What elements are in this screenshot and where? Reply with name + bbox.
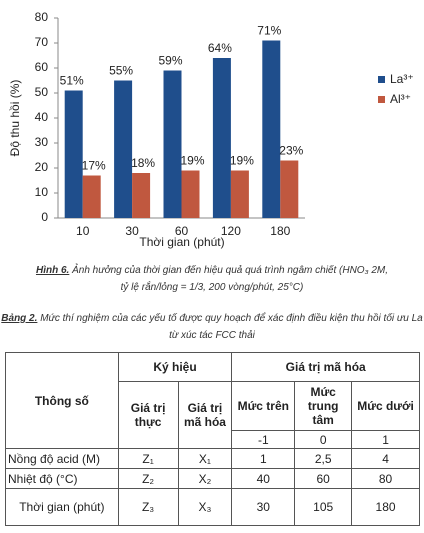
- parameter-cell: Nhiệt độ (°C): [5, 468, 119, 489]
- header-cell: Ký hiệu: [117, 352, 233, 382]
- parameter-cell: Nồng độ acid (M): [5, 448, 119, 469]
- table-row: Nhiệt độ (°C) Z₂ X₂ 40 60 80: [5, 468, 420, 489]
- caption-line: từ xúc tác FCC thải: [169, 330, 255, 341]
- value-cell: Z₁: [117, 448, 179, 469]
- x-tick-label: 30: [125, 224, 139, 238]
- bar: [163, 70, 182, 218]
- value-label: 23%: [279, 144, 303, 158]
- value-cell: 30: [231, 488, 296, 526]
- y-tick-label: 50: [35, 85, 49, 99]
- y-tick-label: 70: [35, 35, 49, 49]
- y-tick-label: 0: [41, 210, 48, 224]
- value-label: 19%: [180, 154, 204, 168]
- caption-line: tỷ lệ rắn/lỏng = 1/3, 200 vòng/phút, 25°…: [120, 282, 304, 293]
- caption-label: Hình 6.: [35, 265, 70, 276]
- x-axis-title: Thời gian (phút): [139, 235, 224, 249]
- y-tick-label: 60: [35, 60, 49, 74]
- value-cell: Z₃: [117, 488, 179, 526]
- value-cell: Z₂: [117, 468, 179, 489]
- level-row: -1 0 1: [6, 430, 420, 449]
- caption-label: Bảng 2.: [1, 313, 38, 324]
- bar: [262, 40, 281, 218]
- value-cell: 2,5: [294, 448, 353, 469]
- table: Thông số Ký hiệu Giá trị mã hóa Giá trị …: [5, 352, 420, 526]
- bar: [114, 80, 133, 218]
- value-label: 59%: [158, 54, 182, 68]
- value-cell: X₁: [177, 448, 233, 469]
- x-tick-label: 60: [175, 224, 189, 238]
- header-row: Giá trị thực Giá trị mã hóa Mức trên Mức…: [6, 381, 420, 449]
- bar: [82, 175, 101, 218]
- parameter-cell: Thời gian (phút): [5, 488, 119, 526]
- caption-text: Ảnh hưởng của thời gian đến hiệu quả quá…: [72, 265, 389, 276]
- y-tick-label: 80: [35, 10, 49, 24]
- value-label: 71%: [257, 24, 281, 38]
- value-cell: 1: [231, 448, 296, 469]
- bar: [280, 160, 299, 218]
- value-cell: X₂: [177, 468, 233, 489]
- figure-caption: Hình 6. Ảnh hưởng của thời gian đến hiệu…: [0, 262, 424, 296]
- bar: [64, 90, 83, 218]
- caption-line: Bảng 2. Mức thí nghiệm của các yếu tố đư…: [0, 310, 424, 327]
- caption-text: Mức thí nghiệm của các yếu tố được quy h…: [40, 313, 423, 324]
- value-cell: 105: [294, 488, 353, 526]
- value-label: 64%: [208, 41, 232, 55]
- value-label: 19%: [230, 154, 254, 168]
- value-cell: 80: [351, 468, 420, 489]
- value-cell: 4: [351, 448, 420, 469]
- value-label: 51%: [60, 74, 84, 88]
- bar: [230, 170, 249, 218]
- bar: [132, 173, 151, 218]
- value-label: 55%: [109, 64, 133, 78]
- bar: [181, 170, 200, 218]
- header-cell: Mức dưới: [351, 381, 420, 431]
- value-cell: 180: [351, 488, 420, 526]
- value-cell: X₃: [177, 488, 233, 526]
- table-row: Thời gian (phút) Z₃ X₃ 30 105 180: [5, 488, 420, 526]
- legend-swatch: [378, 96, 385, 103]
- legend-label: Al³⁺: [390, 92, 411, 106]
- x-tick-label: 10: [76, 224, 90, 238]
- value-cell: 60: [294, 468, 353, 489]
- y-tick-label: 10: [35, 185, 49, 199]
- header-row: Thông số Ký hiệu Giá trị mã hóa: [5, 352, 420, 449]
- y-tick-label: 20: [35, 160, 49, 174]
- level-cell: -1: [231, 430, 296, 449]
- table-caption: Bảng 2. Mức thí nghiệm của các yếu tố đư…: [0, 310, 424, 344]
- header-cell: Giá trị mã hóa: [177, 381, 233, 449]
- bar: [212, 58, 231, 218]
- table-row: Nồng độ acid (M) Z₁ X₁ 1 2,5 4: [5, 448, 420, 469]
- value-label: 18%: [131, 156, 155, 170]
- chart: Độ thu hồi (%) Thời gian (phút) 0 10 20 30 4…: [8, 10, 414, 249]
- y-tick-label: 30: [35, 135, 49, 149]
- level-cell: 0: [294, 430, 353, 449]
- header-cell: Giá trị mã hóa: [231, 352, 420, 382]
- x-tick-label: 120: [221, 224, 241, 238]
- legend-swatch: [378, 76, 385, 83]
- table-body: Nồng độ acid (M) Z₁ X₁ 1 2,5 4 Nhiệt độ (°C) Z₂…: [5, 448, 420, 526]
- header-cell: Thông số: [5, 352, 119, 449]
- level-cell: 1: [351, 430, 420, 449]
- y-axis-title: Độ thu hồi (%): [8, 80, 22, 157]
- caption-line: Hình 6. Ảnh hưởng của thời gian đến hiệu…: [0, 262, 424, 279]
- header-cell: Mức trên: [231, 381, 296, 431]
- value-label: 17%: [82, 159, 106, 173]
- y-tick-label: 40: [35, 110, 49, 124]
- legend-label: La³⁺: [390, 72, 414, 86]
- header-cell: Mức trung tâm: [294, 381, 353, 431]
- x-tick-label: 180: [270, 224, 290, 238]
- value-cell: 40: [231, 468, 296, 489]
- header-cell: Giá trị thực: [117, 381, 179, 449]
